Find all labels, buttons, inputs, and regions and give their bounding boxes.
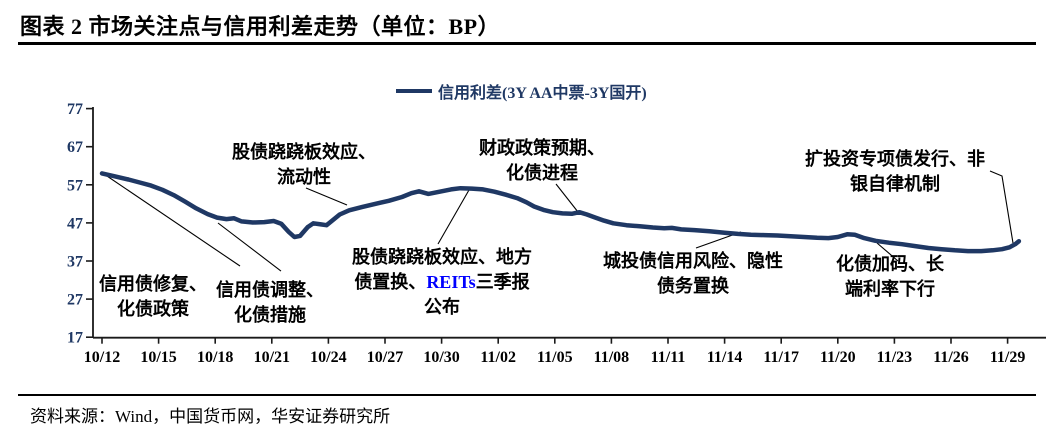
x-tick-label: 11/23 — [877, 349, 913, 366]
x-tick-label: 10/24 — [310, 349, 346, 366]
x-tick-label: 10/15 — [140, 349, 176, 366]
x-tick-label: 10/18 — [197, 349, 233, 366]
x-tick-label: 11/20 — [820, 349, 856, 366]
y-tick-label: 77 — [67, 101, 83, 118]
x-tick-label: 10/12 — [84, 349, 120, 366]
annotation-leader — [989, 170, 1014, 244]
credit-spread-line — [99, 171, 1022, 254]
y-tick-label: 67 — [67, 139, 83, 156]
x-tick-label: 11/14 — [707, 349, 743, 366]
y-tick-label: 57 — [67, 177, 83, 194]
source-note: 资料来源：Wind，中国货币网，华安证券研究所 — [30, 407, 391, 426]
x-tick-label: 11/11 — [651, 349, 686, 366]
annotation-leader — [876, 242, 899, 262]
x-tick-label: 10/21 — [254, 349, 290, 366]
chart-annotation: 信用债调整、 化债措施 — [216, 280, 324, 325]
legend-line-swatch — [396, 89, 432, 93]
y-tick-label: 27 — [67, 292, 83, 309]
y-tick-label: 17 — [67, 330, 83, 347]
chart-annotation: 财政政策预期、 化债进程 — [479, 138, 605, 183]
annotation-leader — [437, 189, 470, 245]
y-tick-label: 37 — [67, 254, 83, 271]
footer-divider — [18, 394, 1036, 396]
x-tick-label: 10/30 — [423, 349, 459, 366]
chart-annotation: 信用债修复、 化债政策 — [99, 274, 207, 319]
chart-annotation: 化债加码、长 端利率下行 — [836, 254, 944, 299]
chart-annotation: 股债跷跷板效应、地方 债置换、REITs三季报 公布 — [352, 247, 532, 317]
x-tick-label: 11/26 — [933, 349, 969, 366]
title-underline — [18, 42, 1036, 45]
series-line — [99, 171, 1022, 254]
chart-annotation: 股债跷跷板效应、 流动性 — [232, 142, 376, 187]
x-tick-label: 11/05 — [537, 349, 573, 366]
x-tick-label: 11/17 — [763, 349, 799, 366]
chart-annotation: 扩投资专项债发行、非 银自律机制 — [805, 149, 985, 194]
figure-title: 图表 2 市场关注点与信用利差走势（单位：BP） — [20, 14, 501, 39]
chart-annotation: 城投债信用风险、隐性 债务置换 — [603, 251, 783, 296]
x-tick-label: 11/08 — [594, 349, 630, 366]
annotation-highlight: REITs — [426, 271, 476, 292]
legend-label: 信用利差(3Y AA中票-3Y国开) — [438, 85, 647, 102]
annotation-leader — [217, 222, 282, 272]
annotation-leader — [103, 173, 241, 267]
x-tick-label: 11/29 — [990, 349, 1026, 366]
y-tick-label: 47 — [67, 215, 83, 232]
x-tick-label: 10/27 — [367, 349, 403, 366]
x-tick-label: 11/02 — [480, 349, 516, 366]
annotation-leader — [555, 183, 579, 213]
chart-legend: 信用利差(3Y AA中票-3Y国开) — [396, 79, 647, 102]
annotation-leader — [305, 187, 348, 206]
